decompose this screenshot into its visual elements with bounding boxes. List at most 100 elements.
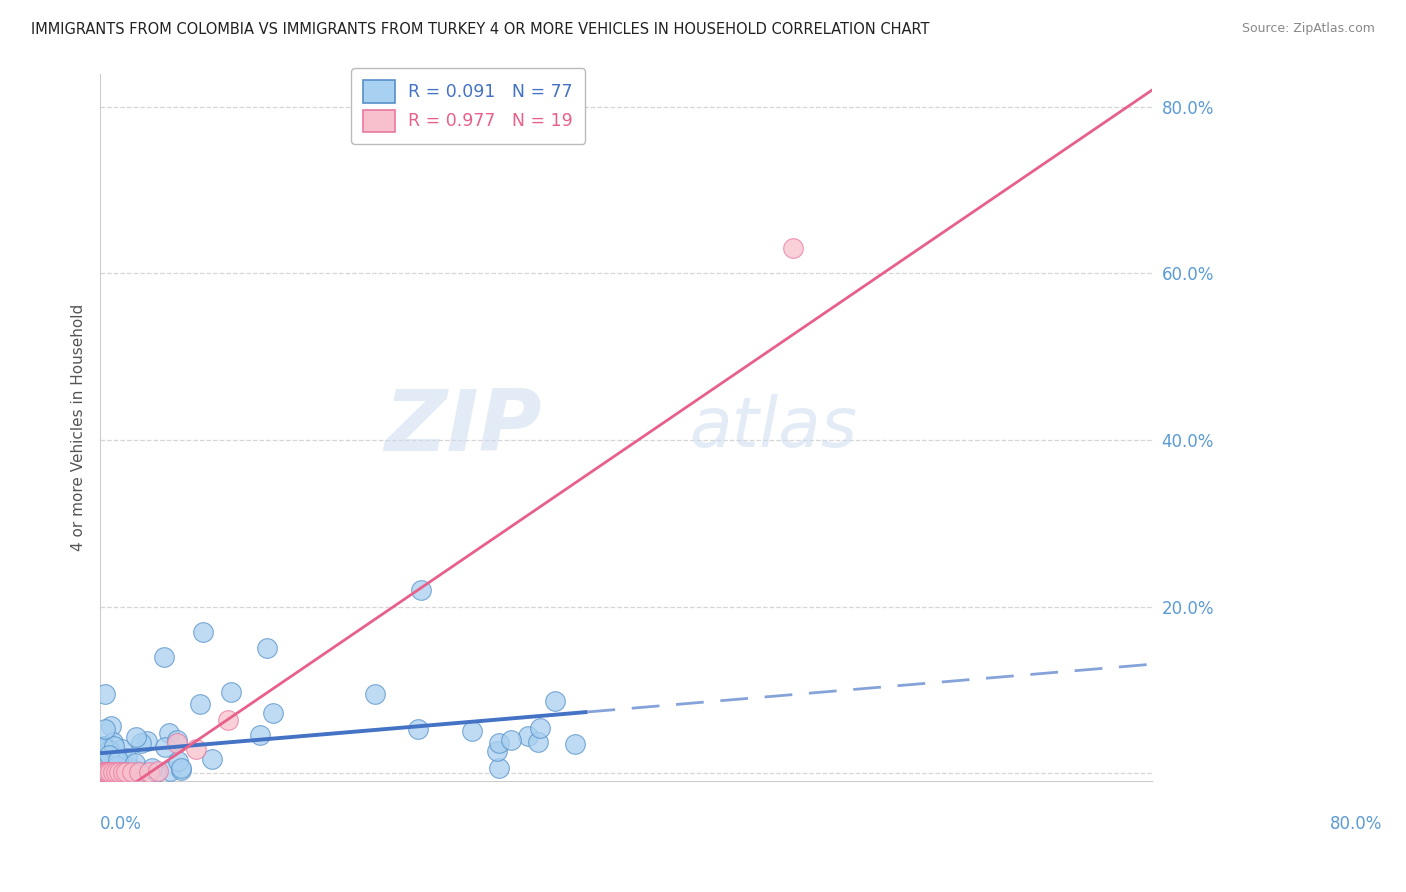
Point xyxy=(100,758,122,772)
Point xyxy=(96,764,118,778)
Point xyxy=(104,753,127,767)
Point xyxy=(145,765,167,780)
Point xyxy=(105,758,128,772)
Point xyxy=(564,737,586,751)
Point xyxy=(217,714,239,728)
Point xyxy=(529,721,551,735)
Point xyxy=(131,736,153,750)
Point xyxy=(138,765,160,780)
Point xyxy=(166,736,188,750)
Point xyxy=(146,764,169,779)
Point xyxy=(120,762,142,776)
Point xyxy=(157,726,180,740)
Text: IMMIGRANTS FROM COLOMBIA VS IMMIGRANTS FROM TURKEY 4 OR MORE VEHICLES IN HOUSEHO: IMMIGRANTS FROM COLOMBIA VS IMMIGRANTS F… xyxy=(31,22,929,37)
Point xyxy=(488,736,510,750)
Point xyxy=(103,735,125,749)
Legend: R = 0.091   N = 77, R = 0.977   N = 19: R = 0.091 N = 77, R = 0.977 N = 19 xyxy=(352,68,585,144)
Point xyxy=(108,765,131,780)
Point xyxy=(159,764,181,779)
Point xyxy=(141,761,163,775)
Point xyxy=(364,687,387,701)
Point xyxy=(111,742,134,756)
Point xyxy=(90,752,112,766)
Point xyxy=(93,739,115,753)
Point xyxy=(166,733,188,747)
Point xyxy=(90,760,112,774)
Point xyxy=(499,732,522,747)
Point xyxy=(97,744,120,758)
Point xyxy=(94,748,117,763)
Point xyxy=(488,761,510,775)
Point xyxy=(170,761,193,775)
Point xyxy=(94,723,117,737)
Point xyxy=(110,758,132,772)
Point xyxy=(110,764,132,779)
Point xyxy=(90,747,112,762)
Point xyxy=(115,751,138,765)
Point xyxy=(170,764,193,778)
Point xyxy=(90,759,112,773)
Point xyxy=(96,765,118,780)
Point xyxy=(201,752,224,766)
Point xyxy=(544,694,567,708)
Point xyxy=(111,759,134,773)
Point xyxy=(97,747,120,762)
Point xyxy=(127,764,149,778)
Point xyxy=(101,765,124,780)
Point xyxy=(100,765,122,780)
Text: 0.0%: 0.0% xyxy=(100,815,142,833)
Point xyxy=(97,764,120,779)
Point xyxy=(93,759,115,773)
Text: atlas: atlas xyxy=(689,394,858,461)
Point xyxy=(114,765,136,780)
Point xyxy=(91,765,114,780)
Point xyxy=(256,641,278,656)
Point xyxy=(517,729,540,743)
Point xyxy=(114,765,136,780)
Point xyxy=(91,754,114,768)
Point xyxy=(409,582,432,597)
Point xyxy=(97,765,120,780)
Text: 80.0%: 80.0% xyxy=(1330,815,1382,833)
Point xyxy=(782,242,804,256)
Point xyxy=(124,730,146,744)
Point xyxy=(105,765,128,780)
Point xyxy=(262,706,284,721)
Point xyxy=(112,765,135,780)
Point xyxy=(167,755,190,769)
Point xyxy=(91,739,114,754)
Point xyxy=(107,753,129,767)
Text: Source: ZipAtlas.com: Source: ZipAtlas.com xyxy=(1241,22,1375,36)
Point xyxy=(153,649,176,664)
Point xyxy=(121,765,143,780)
Point xyxy=(97,762,120,776)
Y-axis label: 4 or more Vehicles in Household: 4 or more Vehicles in Household xyxy=(72,304,86,551)
Point xyxy=(117,760,139,774)
Point xyxy=(103,764,125,778)
Point xyxy=(105,759,128,773)
Point xyxy=(186,742,208,756)
Point xyxy=(135,733,157,747)
Point xyxy=(90,756,112,770)
Point xyxy=(188,697,211,711)
Point xyxy=(93,765,115,780)
Point xyxy=(94,687,117,701)
Text: ZIP: ZIP xyxy=(384,386,541,469)
Point xyxy=(249,728,271,742)
Point xyxy=(485,744,508,758)
Point xyxy=(128,765,150,780)
Point xyxy=(104,765,127,780)
Point xyxy=(94,764,117,779)
Point xyxy=(124,756,146,771)
Point xyxy=(93,757,115,772)
Point xyxy=(110,765,132,780)
Point xyxy=(94,765,117,780)
Point xyxy=(527,735,550,749)
Point xyxy=(97,743,120,757)
Point xyxy=(406,722,429,736)
Point xyxy=(100,719,122,733)
Point xyxy=(191,624,214,639)
Point xyxy=(153,740,176,755)
Point xyxy=(103,739,125,753)
Point xyxy=(461,724,484,739)
